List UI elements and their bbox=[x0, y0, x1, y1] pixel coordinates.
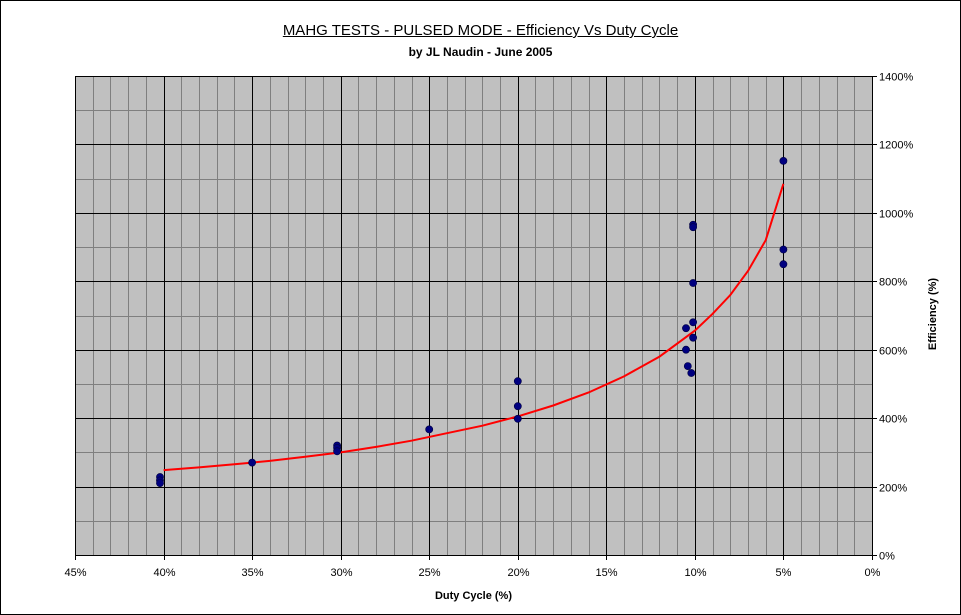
y-tick-label: 200% bbox=[879, 483, 907, 495]
data-point bbox=[513, 377, 522, 386]
y-tick-label: 1000% bbox=[879, 209, 913, 221]
y-axis: 0% 200% 400% 600% 800% 1000% 1200% 1400% bbox=[872, 72, 913, 563]
x-axis: 45% 40% 35% 30% 25% 20% 15% 10% 5% 0% bbox=[64, 555, 881, 579]
data-point bbox=[248, 458, 256, 467]
minor-gridlines bbox=[75, 76, 872, 555]
data-point bbox=[689, 279, 697, 287]
plot-border bbox=[75, 76, 873, 556]
y-tick-label: 400% bbox=[879, 414, 907, 426]
y-tick-label: 1200% bbox=[879, 140, 913, 152]
plot-area bbox=[75, 76, 872, 555]
x-tick-label: 10% bbox=[684, 567, 706, 579]
y-axis-title-text: Efficiency (%) bbox=[927, 277, 939, 351]
y-tick-label: 600% bbox=[879, 346, 907, 358]
x-tick-label: 15% bbox=[595, 567, 617, 579]
chart-title: MAHG TESTS - PULSED MODE - Efficiency Vs… bbox=[282, 22, 679, 39]
data-point bbox=[689, 318, 697, 327]
data-point bbox=[682, 345, 690, 354]
data-point bbox=[513, 402, 522, 411]
data-point bbox=[689, 333, 697, 342]
y-tick-label: 0% bbox=[879, 551, 895, 563]
data-point bbox=[333, 447, 341, 456]
x-tick-label: 45% bbox=[64, 567, 86, 579]
x-tick-label: 20% bbox=[507, 567, 529, 579]
x-axis-title: Duty Cycle (%) bbox=[75, 590, 872, 602]
data-point bbox=[779, 260, 788, 269]
data-point bbox=[779, 156, 788, 165]
data-point bbox=[689, 223, 697, 232]
data-point bbox=[156, 479, 164, 487]
x-tick-label: 40% bbox=[153, 567, 175, 579]
x-tick-label: 35% bbox=[241, 567, 263, 579]
y-tick-label: 800% bbox=[879, 277, 907, 289]
data-point bbox=[687, 369, 696, 377]
x-tick-label: 25% bbox=[418, 567, 440, 579]
data-point bbox=[779, 245, 788, 254]
data-point bbox=[513, 414, 522, 423]
data-point bbox=[682, 324, 690, 333]
y-tick-label: 1400% bbox=[879, 72, 913, 84]
chart-subtitle: by JL Naudin - June 2005 bbox=[408, 45, 553, 59]
data-points bbox=[156, 156, 788, 487]
data-point bbox=[425, 425, 434, 434]
x-tick-label: 0% bbox=[865, 567, 881, 579]
x-tick-label: 30% bbox=[330, 567, 352, 579]
x-axis-title-text: Duty Cycle (%) bbox=[434, 590, 513, 602]
data-point bbox=[683, 362, 692, 370]
x-tick-label: 5% bbox=[776, 567, 792, 579]
